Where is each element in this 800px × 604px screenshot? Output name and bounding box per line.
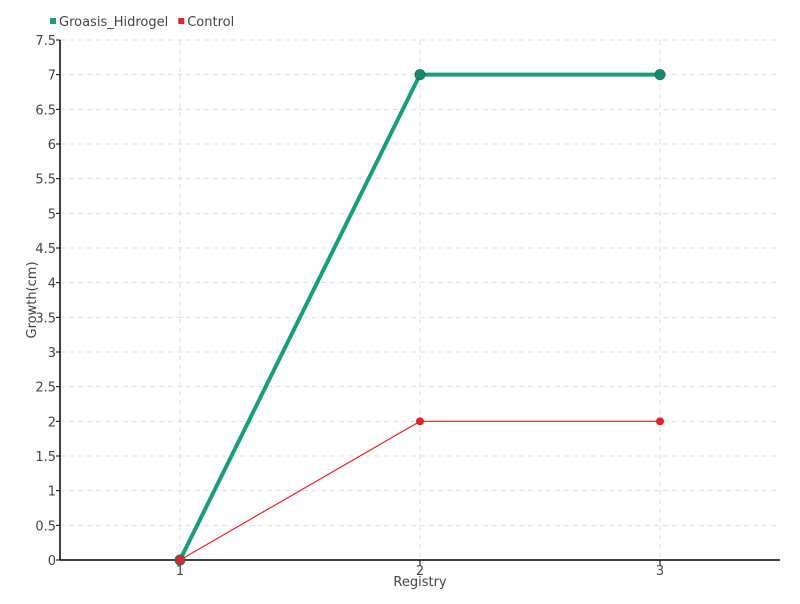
legend-swatch (50, 18, 56, 24)
data-point-control (416, 417, 424, 426)
data-point-control (656, 417, 664, 426)
legend-swatch (178, 18, 185, 24)
y-tick-label: 5.5 (35, 173, 56, 188)
axes: 0 0.5 1 1.5 2 2.5 3 3.5 4 4.5 5 5.5 6 6.5 7 7.5 1 2 3 (35, 34, 780, 579)
data-point-groasis_hidrogel (654, 69, 666, 81)
series-layer (174, 69, 666, 566)
y-axis-label: Growth(cm) (25, 261, 40, 338)
y-tick-label: 2 (48, 415, 56, 430)
y-tick-label: 3.5 (35, 311, 56, 326)
y-tick-label: 6 (48, 138, 56, 153)
y-tick-label: 1 (48, 485, 56, 500)
y-tick-label: 7.5 (35, 34, 56, 49)
x-tick-label: 2 (416, 564, 424, 579)
x-tick-label: 1 (176, 564, 184, 579)
y-tick-label: 3 (48, 346, 56, 361)
y-tick-label: 0 (48, 554, 56, 569)
y-tick-label: 6.5 (35, 103, 56, 118)
legend-label: Control (187, 15, 234, 30)
legend-label: Groasis_Hidrogel (59, 15, 168, 30)
legend: Groasis_Hidrogel Control (50, 15, 234, 30)
y-tick-label: 2.5 (35, 381, 56, 396)
grid (60, 39, 780, 560)
data-point-control (176, 556, 184, 564)
y-tick-label: 4.5 (35, 242, 56, 257)
y-tick-label: 4 (48, 277, 56, 292)
x-axis-label: Registry (393, 575, 447, 590)
y-tick-label: 5 (48, 207, 56, 222)
x-tick-label: 3 (656, 564, 664, 579)
data-point-groasis_hidrogel (414, 69, 426, 81)
y-tick-label: 7 (48, 69, 56, 84)
y-tick-label: 0.5 (35, 519, 56, 534)
y-tick-label: 1.5 (35, 450, 56, 465)
